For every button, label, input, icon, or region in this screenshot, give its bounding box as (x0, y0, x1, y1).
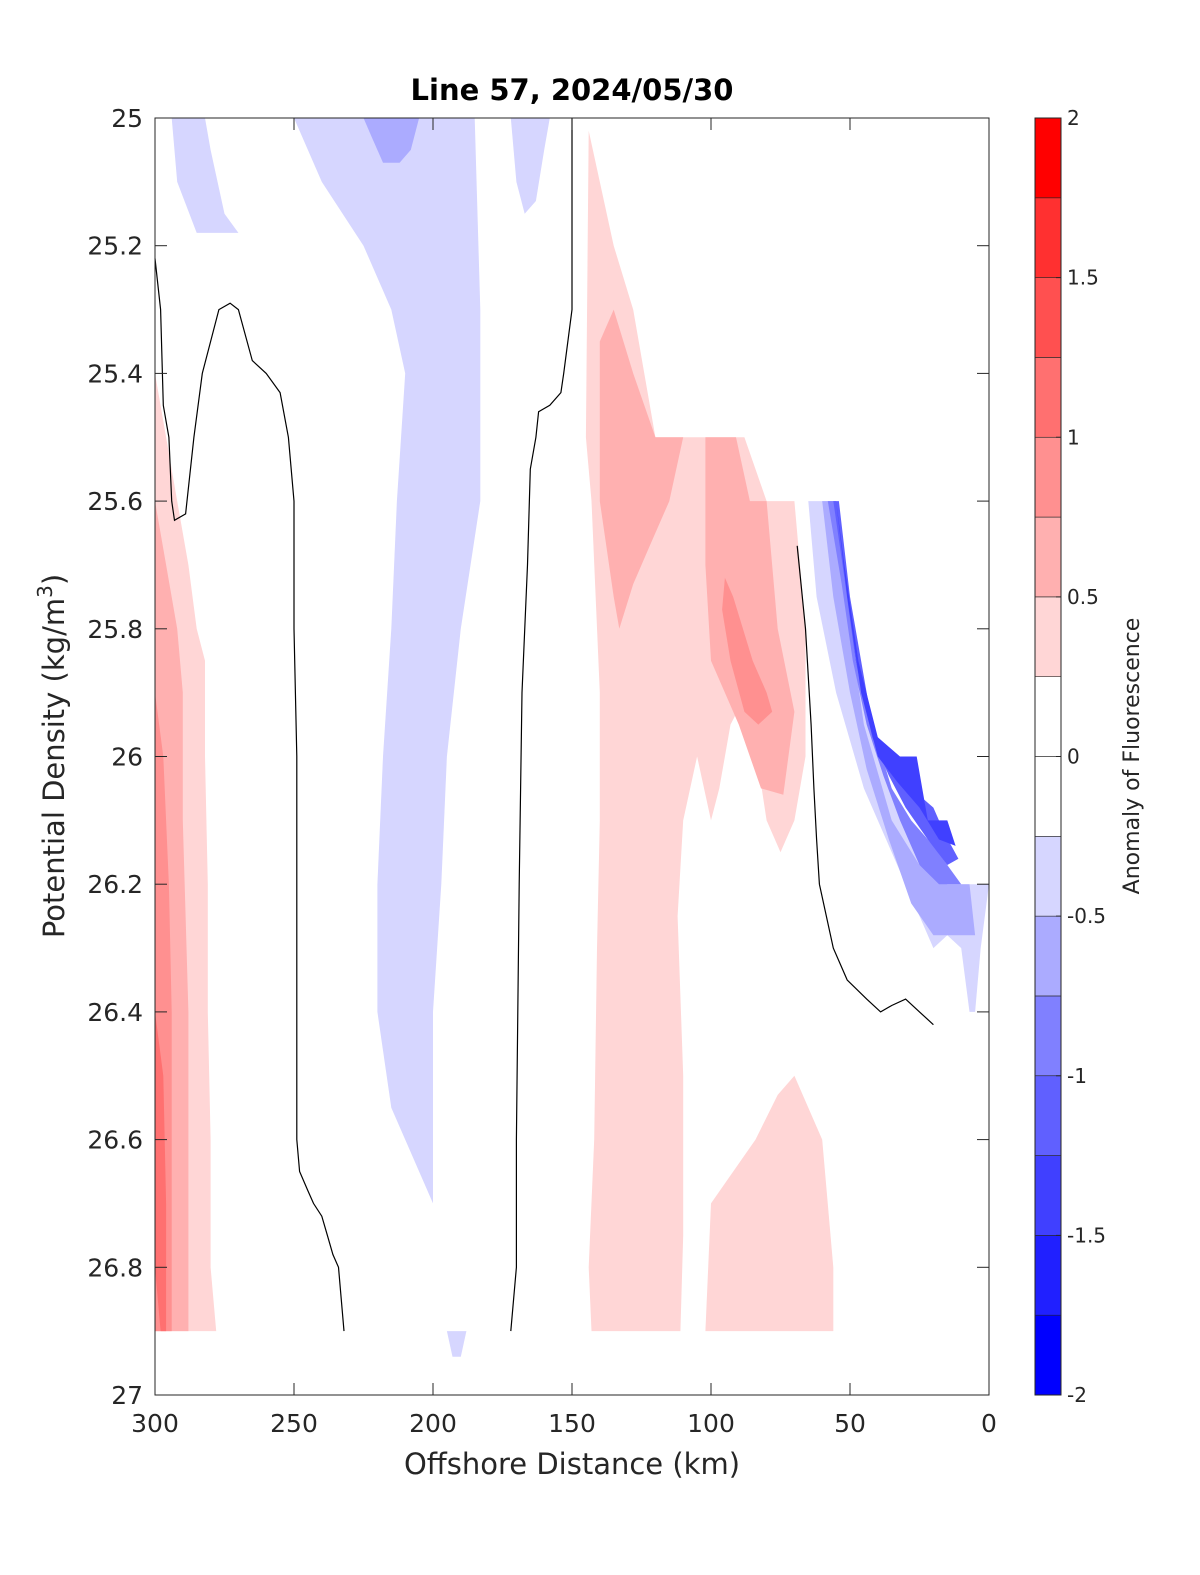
colorbar-label: Anomaly of Fluorescence (1120, 618, 1145, 895)
y-tick-label: 26.4 (87, 998, 143, 1027)
colorbar: 2 1.5 1 0.5 0 -0.5 -1 -1.5 -2 Anomaly of Fluores… (1034, 106, 1145, 1407)
y-tick-label: 25.6 (87, 487, 143, 516)
colorbar-tick-label: -0.5 (1067, 904, 1106, 928)
contour-line-0 (154, 258, 345, 1332)
x-tick-label: 100 (687, 1409, 735, 1438)
y-tick-label: 25 (111, 104, 143, 133)
x-tick-label: 300 (131, 1409, 179, 1438)
contour-region-4 (446, 1331, 467, 1357)
y-tick-label: 26 (111, 743, 143, 772)
colorbar-band-8 (1034, 676, 1062, 757)
colorbar-band-14 (1034, 197, 1062, 278)
y-tick-label: 26.6 (87, 1126, 143, 1155)
colorbar-bands (1034, 117, 1062, 1396)
colorbar-tick-label: -2 (1067, 1383, 1087, 1407)
contour-region-10 (705, 1075, 834, 1332)
y-tick-label: 26.8 (87, 1253, 143, 1282)
y-tick-label: 25.2 (87, 232, 143, 261)
x-tick-label: 50 (834, 1409, 866, 1438)
colorbar-tick-label: 2 (1067, 106, 1080, 130)
colorbar-band-3 (1034, 1075, 1062, 1156)
contour-region-13 (722, 577, 773, 725)
y-axis-label-superscript: 3 (33, 585, 57, 598)
y-axis-label: Potential Density (kg/m3) (33, 574, 71, 938)
filled-contours (155, 118, 989, 1357)
contour-line-1 (510, 118, 573, 1332)
contour-region-11 (599, 309, 684, 629)
y-tick-label: 25.8 (87, 615, 143, 644)
colorbar-band-2 (1034, 1155, 1062, 1236)
zero-contour-lines (154, 118, 934, 1332)
x-tick-label: 200 (409, 1409, 457, 1438)
colorbar-band-15 (1034, 117, 1062, 199)
contour-line-2 (796, 545, 934, 1026)
contour-region-0 (171, 118, 239, 233)
x-tick-label: 150 (548, 1409, 596, 1438)
colorbar-tick-label: -1.5 (1067, 1223, 1106, 1247)
contour-region-2 (363, 118, 420, 163)
colorbar-band-12 (1034, 357, 1062, 438)
colorbar-band-9 (1034, 596, 1062, 677)
contour-region-1 (294, 118, 481, 1204)
colorbar-band-0 (1034, 1314, 1062, 1396)
contour-region-8 (155, 1011, 167, 1332)
y-tick-label: 27 (111, 1381, 143, 1410)
y-axis-ticks: 25 25.2 25.4 25.6 25.8 26 26.2 26.4 26.6 26.8 27 (87, 104, 989, 1410)
y-axis-label-main: Potential Density (kg/m (37, 598, 71, 938)
colorbar-tick-label: 0.5 (1067, 585, 1099, 609)
contour-region-3 (510, 118, 550, 214)
colorbar-band-5 (1034, 915, 1062, 997)
x-axis-label: Offshore Distance (km) (404, 1447, 740, 1481)
colorbar-band-13 (1034, 277, 1062, 358)
colorbar-tick-label: 1 (1067, 425, 1080, 449)
colorbar-band-11 (1034, 436, 1062, 518)
colorbar-tick-label: 0 (1067, 745, 1080, 769)
x-tick-label: 250 (270, 1409, 318, 1438)
x-axis-ticks: 300 250 200 150 100 50 0 (131, 118, 997, 1438)
y-tick-label: 26.2 (87, 870, 143, 899)
colorbar-tick-label: -1 (1067, 1064, 1087, 1088)
colorbar-band-6 (1034, 836, 1062, 917)
colorbar-band-7 (1034, 756, 1062, 837)
colorbar-tick-label: 1.5 (1067, 266, 1099, 290)
chart-title: Line 57, 2024/05/30 (411, 73, 734, 107)
plot-area: 300 250 200 150 100 50 0 2525.225.425.625.8262… (87, 104, 997, 1438)
y-tick-label: 25.4 (87, 359, 143, 388)
plot-background (155, 118, 989, 1395)
y-axis-label-close: ) (37, 574, 71, 585)
x-tick-label: 0 (981, 1409, 997, 1438)
contour-region-18 (836, 501, 956, 846)
colorbar-band-1 (1034, 1235, 1062, 1316)
colorbar-band-10 (1034, 516, 1062, 598)
colorbar-ticks: 2 1.5 1 0.5 0 -0.5 -1 -1.5 -2 (1056, 106, 1106, 1407)
colorbar-band-4 (1034, 995, 1062, 1077)
contour-region-12 (705, 437, 795, 795)
